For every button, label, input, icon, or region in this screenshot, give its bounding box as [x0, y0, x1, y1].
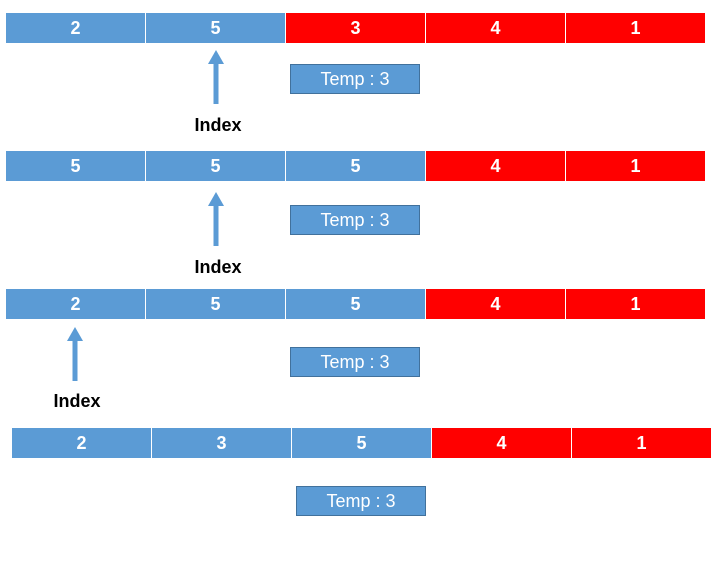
index-arrow-icon: [67, 327, 83, 381]
index-arrow-icon: [208, 192, 224, 246]
array-cell: 1: [566, 13, 705, 43]
array-cell: 4: [426, 13, 565, 43]
array-cell: 3: [152, 428, 291, 458]
index-arrow-icon: [208, 50, 224, 104]
index-label: Index: [194, 257, 242, 277]
array-row-step-4: 2 3 5 4 1: [12, 428, 711, 458]
array-cell: 5: [146, 13, 285, 43]
temp-box: Temp : 3: [290, 64, 420, 94]
index-label: Index: [53, 391, 101, 411]
array-cell: 5: [146, 289, 285, 319]
array-cell: 5: [292, 428, 431, 458]
array-cell: 2: [12, 428, 151, 458]
array-cell: 5: [286, 151, 425, 181]
array-cell: 4: [426, 289, 565, 319]
array-cell: 1: [572, 428, 711, 458]
temp-box: Temp : 3: [296, 486, 426, 516]
array-cell: 5: [6, 151, 145, 181]
array-cell: 1: [566, 151, 705, 181]
array-cell: 1: [566, 289, 705, 319]
array-cell: 3: [286, 13, 425, 43]
array-cell: 5: [286, 289, 425, 319]
array-cell: 4: [432, 428, 571, 458]
index-label: Index: [194, 115, 242, 135]
array-cell: 2: [6, 13, 145, 43]
temp-box: Temp : 3: [290, 347, 420, 377]
array-cell: 5: [146, 151, 285, 181]
array-cell: 4: [426, 151, 565, 181]
array-row-step-1: 2 5 3 4 1: [6, 13, 705, 43]
array-row-step-3: 2 5 5 4 1: [6, 289, 705, 319]
array-cell: 2: [6, 289, 145, 319]
array-row-step-2: 5 5 5 4 1: [6, 151, 705, 181]
temp-box: Temp : 3: [290, 205, 420, 235]
